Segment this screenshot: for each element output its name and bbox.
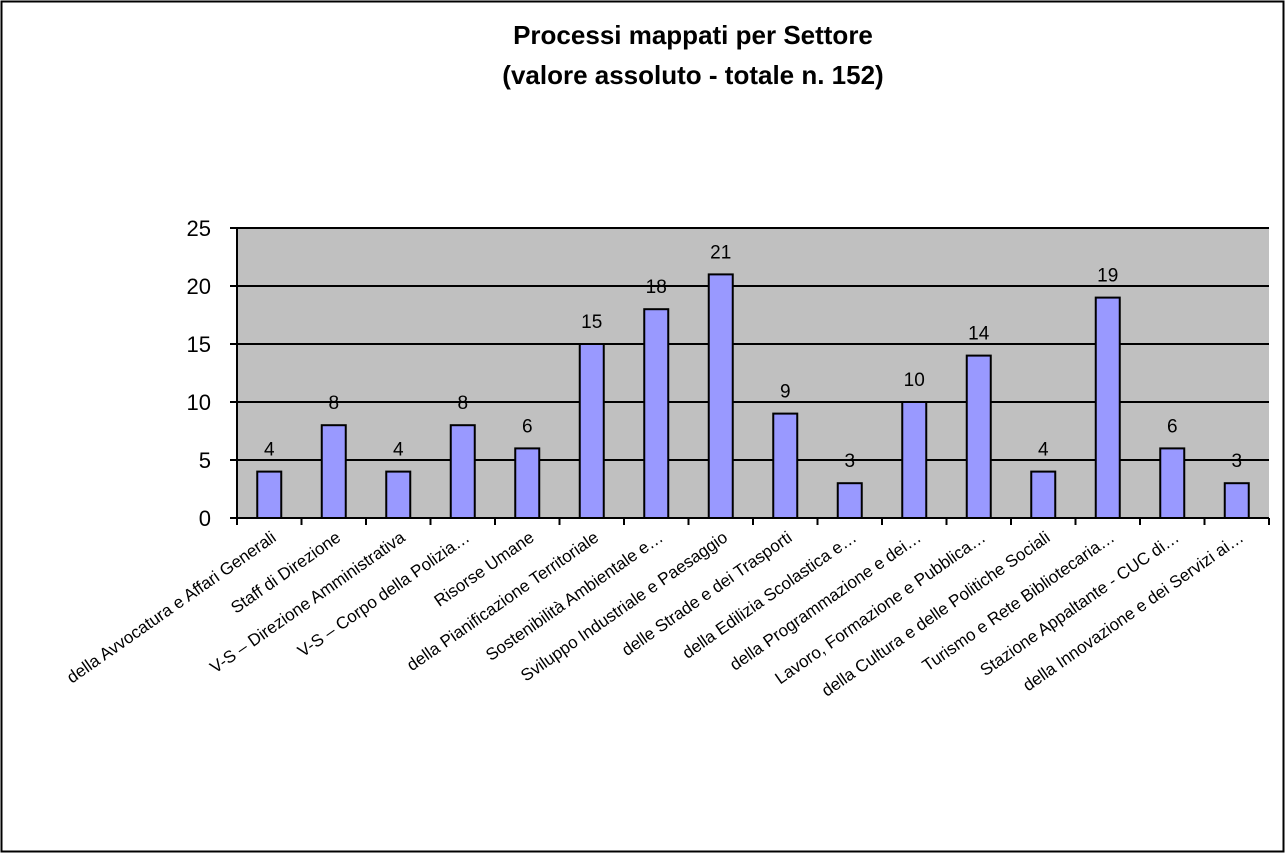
y-tick-label: 10	[187, 390, 211, 415]
bar	[1094, 296, 1121, 519]
data-label: 10	[904, 370, 925, 391]
data-label: 4	[264, 440, 275, 461]
data-label: 14	[968, 324, 990, 345]
data-label: 6	[522, 416, 533, 437]
chart-title: Processi mappati per Settore	[513, 20, 873, 50]
data-label: 3	[844, 451, 855, 472]
bar	[643, 308, 670, 520]
data-label: 4	[393, 440, 404, 461]
bar	[707, 273, 734, 519]
bar	[901, 401, 928, 519]
bar	[256, 470, 283, 520]
bar	[1223, 482, 1250, 520]
y-tick-label: 25	[187, 216, 211, 241]
bar	[836, 482, 863, 520]
data-label: 8	[457, 393, 468, 414]
bar	[1030, 470, 1057, 520]
chart-subtitle: (valore assoluto - totale n. 152)	[502, 60, 883, 90]
data-label: 18	[646, 277, 667, 298]
y-tick-label: 15	[187, 332, 211, 357]
y-tick-label: 0	[199, 506, 211, 531]
data-label: 21	[710, 242, 731, 263]
bar	[449, 424, 476, 520]
bar	[772, 412, 799, 520]
data-label: 4	[1038, 440, 1049, 461]
data-label: 3	[1231, 451, 1242, 472]
data-label: 19	[1097, 266, 1118, 287]
bar	[1159, 447, 1186, 519]
bar	[514, 447, 541, 519]
data-label: 8	[328, 393, 339, 414]
bar	[320, 424, 347, 520]
data-label: 6	[1167, 416, 1178, 437]
data-label: 9	[780, 382, 791, 403]
bar	[578, 343, 605, 519]
data-label: 15	[581, 312, 602, 333]
bar	[965, 354, 992, 519]
bar	[385, 470, 412, 520]
y-tick-label: 20	[187, 274, 211, 299]
y-tick-label: 5	[199, 448, 211, 473]
